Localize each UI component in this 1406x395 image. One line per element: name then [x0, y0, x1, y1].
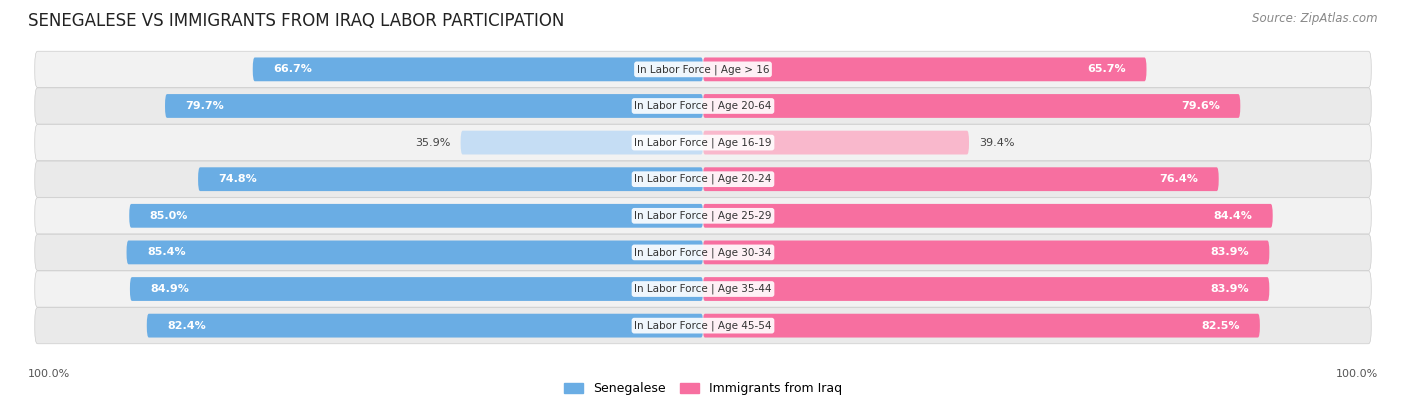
FancyBboxPatch shape	[146, 314, 703, 338]
FancyBboxPatch shape	[703, 241, 1270, 264]
FancyBboxPatch shape	[703, 131, 969, 154]
FancyBboxPatch shape	[703, 94, 1240, 118]
FancyBboxPatch shape	[461, 131, 703, 154]
FancyBboxPatch shape	[127, 241, 703, 264]
Text: 74.8%: 74.8%	[218, 174, 257, 184]
Text: 83.9%: 83.9%	[1211, 247, 1249, 258]
Text: Source: ZipAtlas.com: Source: ZipAtlas.com	[1253, 12, 1378, 25]
Text: In Labor Force | Age 20-64: In Labor Force | Age 20-64	[634, 101, 772, 111]
FancyBboxPatch shape	[35, 271, 1371, 307]
FancyBboxPatch shape	[35, 308, 1371, 344]
FancyBboxPatch shape	[129, 277, 703, 301]
Text: 85.0%: 85.0%	[149, 211, 188, 221]
FancyBboxPatch shape	[703, 314, 1260, 338]
Text: 76.4%: 76.4%	[1160, 174, 1198, 184]
FancyBboxPatch shape	[165, 94, 703, 118]
Text: 83.9%: 83.9%	[1211, 284, 1249, 294]
FancyBboxPatch shape	[703, 57, 1146, 81]
Text: 79.6%: 79.6%	[1181, 101, 1220, 111]
FancyBboxPatch shape	[703, 204, 1272, 228]
Text: 100.0%: 100.0%	[28, 369, 70, 379]
Text: 39.4%: 39.4%	[979, 137, 1015, 148]
Text: In Labor Force | Age 35-44: In Labor Force | Age 35-44	[634, 284, 772, 294]
Text: 79.7%: 79.7%	[186, 101, 224, 111]
Text: In Labor Force | Age 16-19: In Labor Force | Age 16-19	[634, 137, 772, 148]
Text: 84.9%: 84.9%	[150, 284, 190, 294]
Text: In Labor Force | Age > 16: In Labor Force | Age > 16	[637, 64, 769, 75]
Text: 84.4%: 84.4%	[1213, 211, 1253, 221]
Legend: Senegalese, Immigrants from Iraq: Senegalese, Immigrants from Iraq	[564, 382, 842, 395]
FancyBboxPatch shape	[35, 198, 1371, 234]
Text: 35.9%: 35.9%	[415, 137, 450, 148]
FancyBboxPatch shape	[35, 161, 1371, 198]
FancyBboxPatch shape	[703, 277, 1270, 301]
FancyBboxPatch shape	[253, 57, 703, 81]
Text: In Labor Force | Age 20-24: In Labor Force | Age 20-24	[634, 174, 772, 184]
Text: 65.7%: 65.7%	[1087, 64, 1126, 74]
FancyBboxPatch shape	[35, 51, 1371, 87]
FancyBboxPatch shape	[198, 167, 703, 191]
FancyBboxPatch shape	[703, 167, 1219, 191]
Text: 100.0%: 100.0%	[1336, 369, 1378, 379]
FancyBboxPatch shape	[35, 234, 1371, 271]
Text: In Labor Force | Age 25-29: In Labor Force | Age 25-29	[634, 211, 772, 221]
Text: SENEGALESE VS IMMIGRANTS FROM IRAQ LABOR PARTICIPATION: SENEGALESE VS IMMIGRANTS FROM IRAQ LABOR…	[28, 12, 564, 30]
FancyBboxPatch shape	[35, 88, 1371, 124]
Text: 82.5%: 82.5%	[1201, 321, 1240, 331]
Text: 82.4%: 82.4%	[167, 321, 205, 331]
Text: 66.7%: 66.7%	[273, 64, 312, 74]
FancyBboxPatch shape	[129, 204, 703, 228]
Text: 85.4%: 85.4%	[146, 247, 186, 258]
FancyBboxPatch shape	[35, 124, 1371, 161]
Text: In Labor Force | Age 45-54: In Labor Force | Age 45-54	[634, 320, 772, 331]
Text: In Labor Force | Age 30-34: In Labor Force | Age 30-34	[634, 247, 772, 258]
